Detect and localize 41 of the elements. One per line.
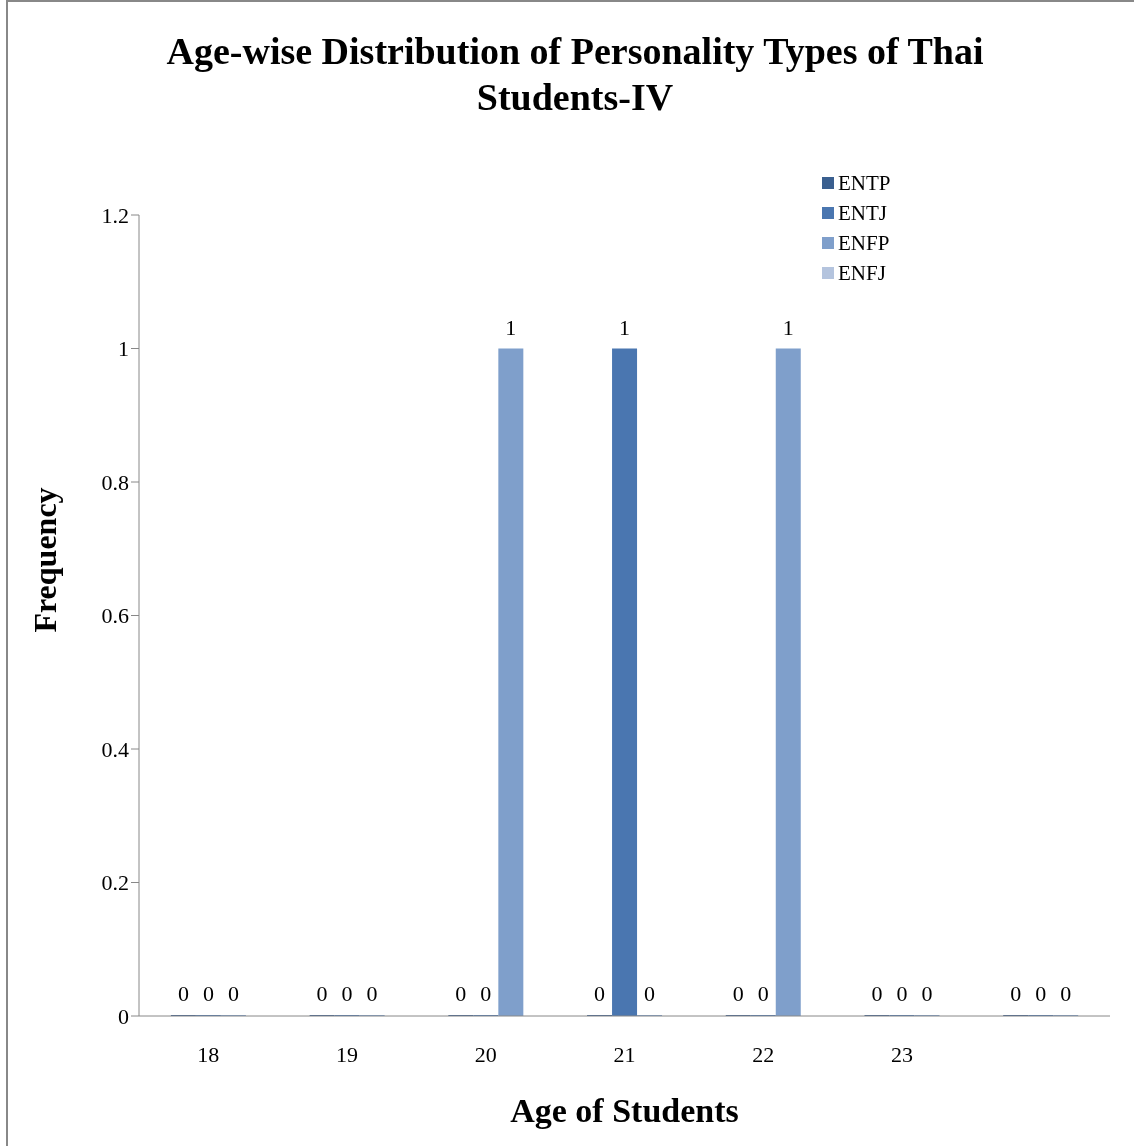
- y-tick-label: 0: [118, 1003, 129, 1029]
- y-tick-label: 0.8: [101, 469, 129, 495]
- y-tick-label: 0.4: [101, 736, 129, 762]
- data-label: 1: [782, 314, 794, 340]
- y-axis-title: Frequency: [26, 487, 64, 633]
- data-label: 0: [896, 981, 908, 1006]
- x-tick-label: 23: [890, 1041, 913, 1067]
- data-label: 0: [177, 981, 189, 1006]
- data-label: 0: [732, 981, 744, 1006]
- y-tick-label: 0.6: [101, 603, 129, 629]
- data-label: 1: [505, 314, 517, 340]
- data-label: 0: [594, 981, 606, 1006]
- data-label: 0: [202, 981, 214, 1006]
- x-tick-label: 18: [197, 1041, 220, 1067]
- data-label: 0: [921, 981, 933, 1006]
- legend-label: ENTP: [838, 170, 891, 196]
- x-tick-label: 21: [613, 1041, 636, 1067]
- chart-title: Age-wise Distribution of Personality Types of Thai Students-IV: [165, 29, 985, 120]
- data-label: 0: [644, 981, 656, 1006]
- data-label: 0: [366, 981, 378, 1006]
- y-tick-label: 0.2: [101, 870, 129, 896]
- legend-label: ENTJ: [838, 200, 887, 226]
- legend-label: ENFJ: [838, 260, 886, 286]
- legend-label: ENFP: [838, 230, 890, 256]
- y-tick-label: 1.2: [101, 202, 129, 228]
- x-tick-label: 20: [474, 1041, 497, 1067]
- y-tick-label: 1: [118, 336, 129, 362]
- data-label: 0: [316, 981, 328, 1006]
- data-label: 0: [757, 981, 769, 1006]
- data-label: 0: [227, 981, 239, 1006]
- data-label: 0: [341, 981, 353, 1006]
- x-axis-title: Age of Students: [509, 1092, 740, 1130]
- data-label: 1: [619, 314, 631, 340]
- data-label: 0: [480, 981, 492, 1006]
- data-label: 0: [1060, 981, 1072, 1006]
- data-label: 0: [455, 981, 467, 1006]
- data-label: 0: [871, 981, 883, 1006]
- x-tick-label: 19: [336, 1041, 359, 1067]
- data-label: 0: [1035, 981, 1047, 1006]
- data-label: 0: [1010, 981, 1022, 1006]
- x-tick-label: 22: [752, 1041, 775, 1067]
